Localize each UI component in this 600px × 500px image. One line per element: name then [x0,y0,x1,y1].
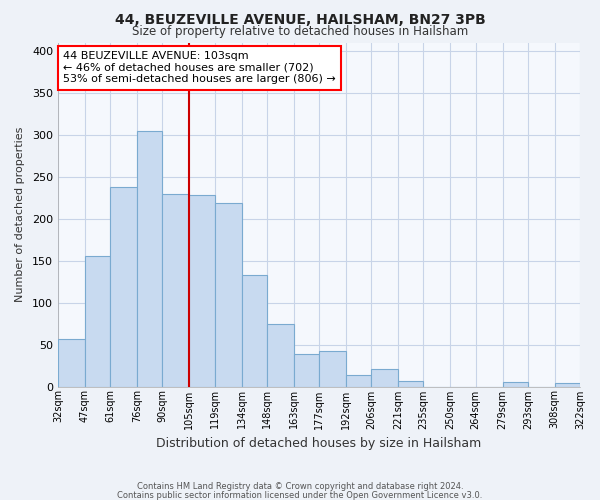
Text: Size of property relative to detached houses in Hailsham: Size of property relative to detached ho… [132,25,468,38]
Bar [163,194,190,386]
Bar [319,352,346,386]
Bar [555,383,580,386]
Bar [190,195,215,386]
Text: 44 BEUZEVILLE AVENUE: 103sqm
← 46% of detached houses are smaller (702)
53% of s: 44 BEUZEVILLE AVENUE: 103sqm ← 46% of de… [63,51,336,84]
Bar [346,375,371,386]
Bar [85,256,110,386]
Bar [215,203,242,386]
Bar [503,382,528,386]
Bar [267,324,294,386]
Bar [242,275,267,386]
Text: 44, BEUZEVILLE AVENUE, HAILSHAM, BN27 3PB: 44, BEUZEVILLE AVENUE, HAILSHAM, BN27 3P… [115,12,485,26]
Bar [398,380,424,386]
X-axis label: Distribution of detached houses by size in Hailsham: Distribution of detached houses by size … [157,437,482,450]
Text: Contains HM Land Registry data © Crown copyright and database right 2024.: Contains HM Land Registry data © Crown c… [137,482,463,491]
Bar [371,369,398,386]
Bar [58,338,85,386]
Bar [294,354,319,386]
Bar [137,132,163,386]
Text: Contains public sector information licensed under the Open Government Licence v3: Contains public sector information licen… [118,490,482,500]
Y-axis label: Number of detached properties: Number of detached properties [15,127,25,302]
Bar [110,187,137,386]
